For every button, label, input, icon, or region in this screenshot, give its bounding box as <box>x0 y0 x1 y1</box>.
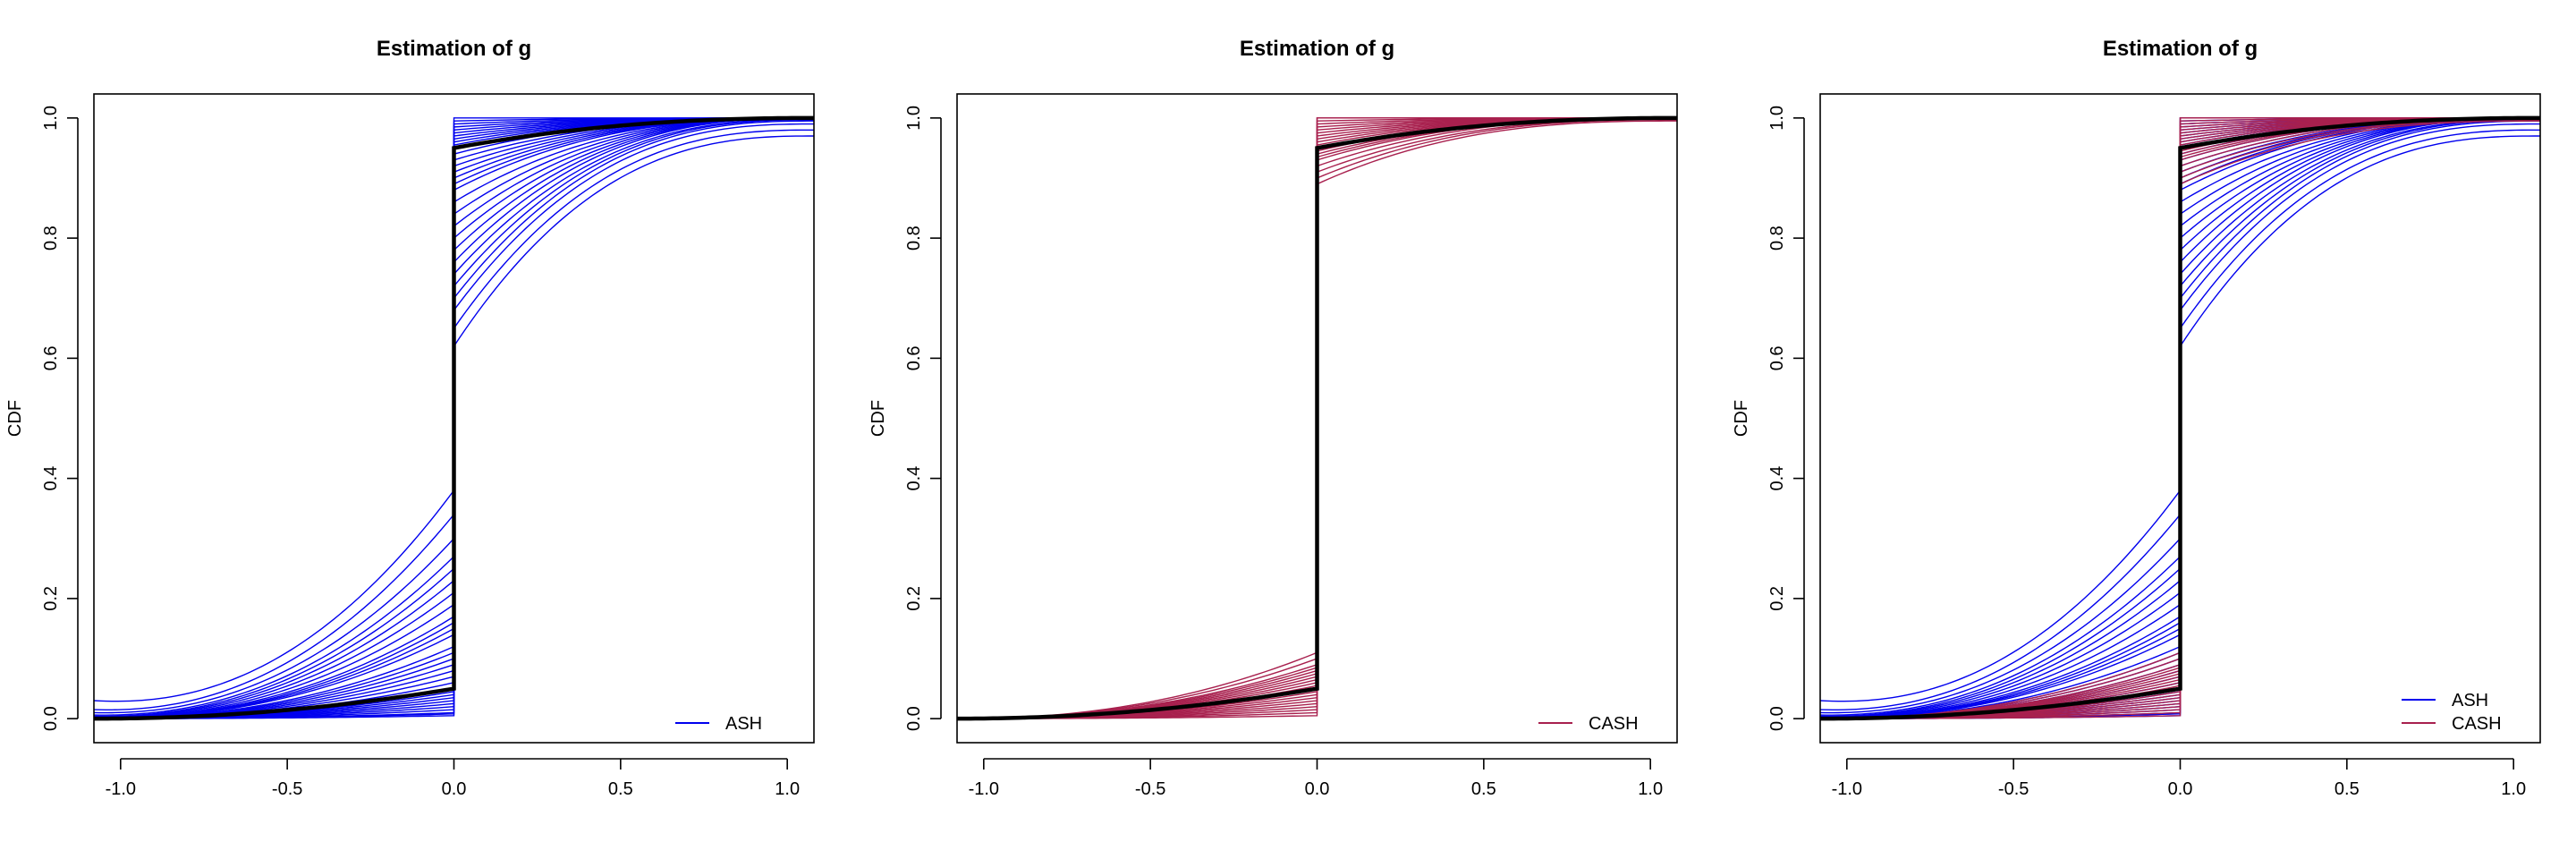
legend-label: CASH <box>1589 714 1639 734</box>
y-tick-label: 0.6 <box>41 345 61 370</box>
y-tick-label: 0.0 <box>1767 706 1787 731</box>
x-tick-label: 0.5 <box>608 779 633 799</box>
x-tick-label: -0.5 <box>272 779 302 799</box>
y-tick-label: 0.8 <box>904 225 924 251</box>
true-cdf-curve <box>1820 115 2540 721</box>
plot-frame <box>956 93 1678 744</box>
y-tick-label: 0.4 <box>1767 466 1787 491</box>
y-axis-label: CDF <box>869 400 888 437</box>
x-tick-label: 1.0 <box>2501 779 2526 799</box>
y-tick-label: 1.0 <box>41 106 61 131</box>
true-cdf-curve <box>94 115 814 721</box>
chart-panel-3: -1.0 -0.5 0.0 0.5 1.0 0.0 0.2 0.4 0.6 0.8 1.0 Estim… <box>1732 37 2541 799</box>
x-tick-label: -1.0 <box>1832 779 1862 799</box>
y-tick-label: 0.6 <box>1767 345 1787 370</box>
x-tick-label: 1.0 <box>775 779 800 799</box>
true-cdf-curve <box>957 115 1677 721</box>
y-tick-label: 0.8 <box>41 225 61 251</box>
curves-group <box>957 115 1677 721</box>
y-tick-label: 0.6 <box>904 345 924 370</box>
chart-title: Estimation of g <box>2103 37 2258 61</box>
legend-label: ASH <box>2452 691 2488 710</box>
y-tick-label: 0.2 <box>1767 586 1787 611</box>
y-tick-label: 0.2 <box>904 586 924 611</box>
chart-panel-2: -1.0 -0.5 0.0 0.5 1.0 0.0 0.2 0.4 0.6 0.8 1.0 Estim… <box>869 37 1678 799</box>
x-tick-label: -0.5 <box>1998 779 2029 799</box>
y-axis-label: CDF <box>1732 400 1751 437</box>
plot-frame <box>93 93 815 744</box>
y-tick-label: 0.8 <box>1767 225 1787 251</box>
x-tick-label: 0.5 <box>2334 779 2360 799</box>
y-tick-label: 1.0 <box>904 106 924 131</box>
y-tick-label: 0.4 <box>41 466 61 491</box>
curves-group <box>1820 115 2540 721</box>
y-tick-label: 0.0 <box>904 706 924 731</box>
chart-panel-1: -1.0 -0.5 0.0 0.5 1.0 0.0 0.2 0.4 0.6 0.8 1.0 Estim… <box>5 37 815 799</box>
chart-title: Estimation of g <box>377 37 531 61</box>
y-tick-label: 0.2 <box>41 586 61 611</box>
x-tick-label: -1.0 <box>106 779 136 799</box>
x-tick-label: 0.0 <box>1305 779 1330 799</box>
legend-label: ASH <box>725 714 762 734</box>
x-tick-label: 0.0 <box>442 779 467 799</box>
x-tick-label: 1.0 <box>1638 779 1663 799</box>
x-tick-label: 0.0 <box>2168 779 2193 799</box>
curves-group <box>94 115 814 721</box>
x-tick-label: 0.5 <box>1471 779 1496 799</box>
y-axis-label: CDF <box>5 400 25 437</box>
y-tick-label: 1.0 <box>1767 106 1787 131</box>
y-tick-label: 0.4 <box>904 466 924 491</box>
plot-frame <box>1819 93 2541 744</box>
chart-title: Estimation of g <box>1240 37 1394 61</box>
x-tick-label: -1.0 <box>969 779 999 799</box>
x-tick-label: -0.5 <box>1135 779 1165 799</box>
y-tick-label: 0.0 <box>41 706 61 731</box>
legend-label: CASH <box>2452 714 2502 734</box>
